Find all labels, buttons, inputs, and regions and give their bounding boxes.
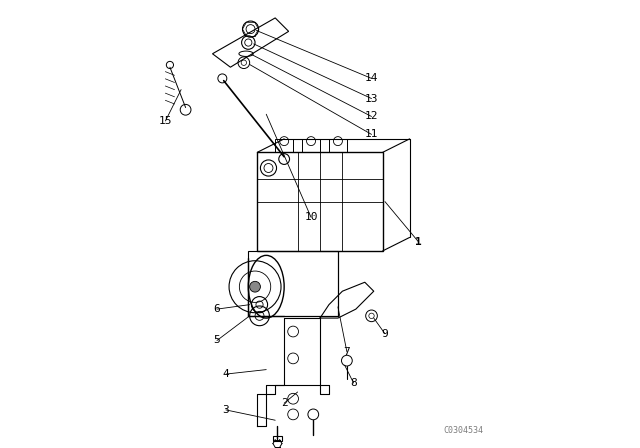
Text: 14: 14 xyxy=(365,73,378,83)
Text: 15: 15 xyxy=(159,116,172,126)
Bar xyxy=(275,139,293,152)
Bar xyxy=(302,139,320,152)
Text: 1: 1 xyxy=(415,237,422,247)
Text: 11: 11 xyxy=(365,129,378,139)
Text: 12: 12 xyxy=(365,112,378,121)
Text: 5: 5 xyxy=(214,336,220,345)
Circle shape xyxy=(250,281,260,292)
Text: 6: 6 xyxy=(214,304,220,314)
Text: 4: 4 xyxy=(223,369,229,379)
Text: 2: 2 xyxy=(281,398,287,408)
Polygon shape xyxy=(212,18,289,67)
Bar xyxy=(329,139,347,152)
Text: 13: 13 xyxy=(365,94,378,103)
Text: 8: 8 xyxy=(350,378,357,388)
Text: 9: 9 xyxy=(381,329,388,339)
Text: C0304534: C0304534 xyxy=(444,426,483,435)
Text: 7: 7 xyxy=(344,347,350,357)
Bar xyxy=(273,436,282,441)
Text: 10: 10 xyxy=(304,212,318,222)
Bar xyxy=(257,152,383,251)
Text: 3: 3 xyxy=(223,405,229,415)
Bar xyxy=(248,251,338,316)
